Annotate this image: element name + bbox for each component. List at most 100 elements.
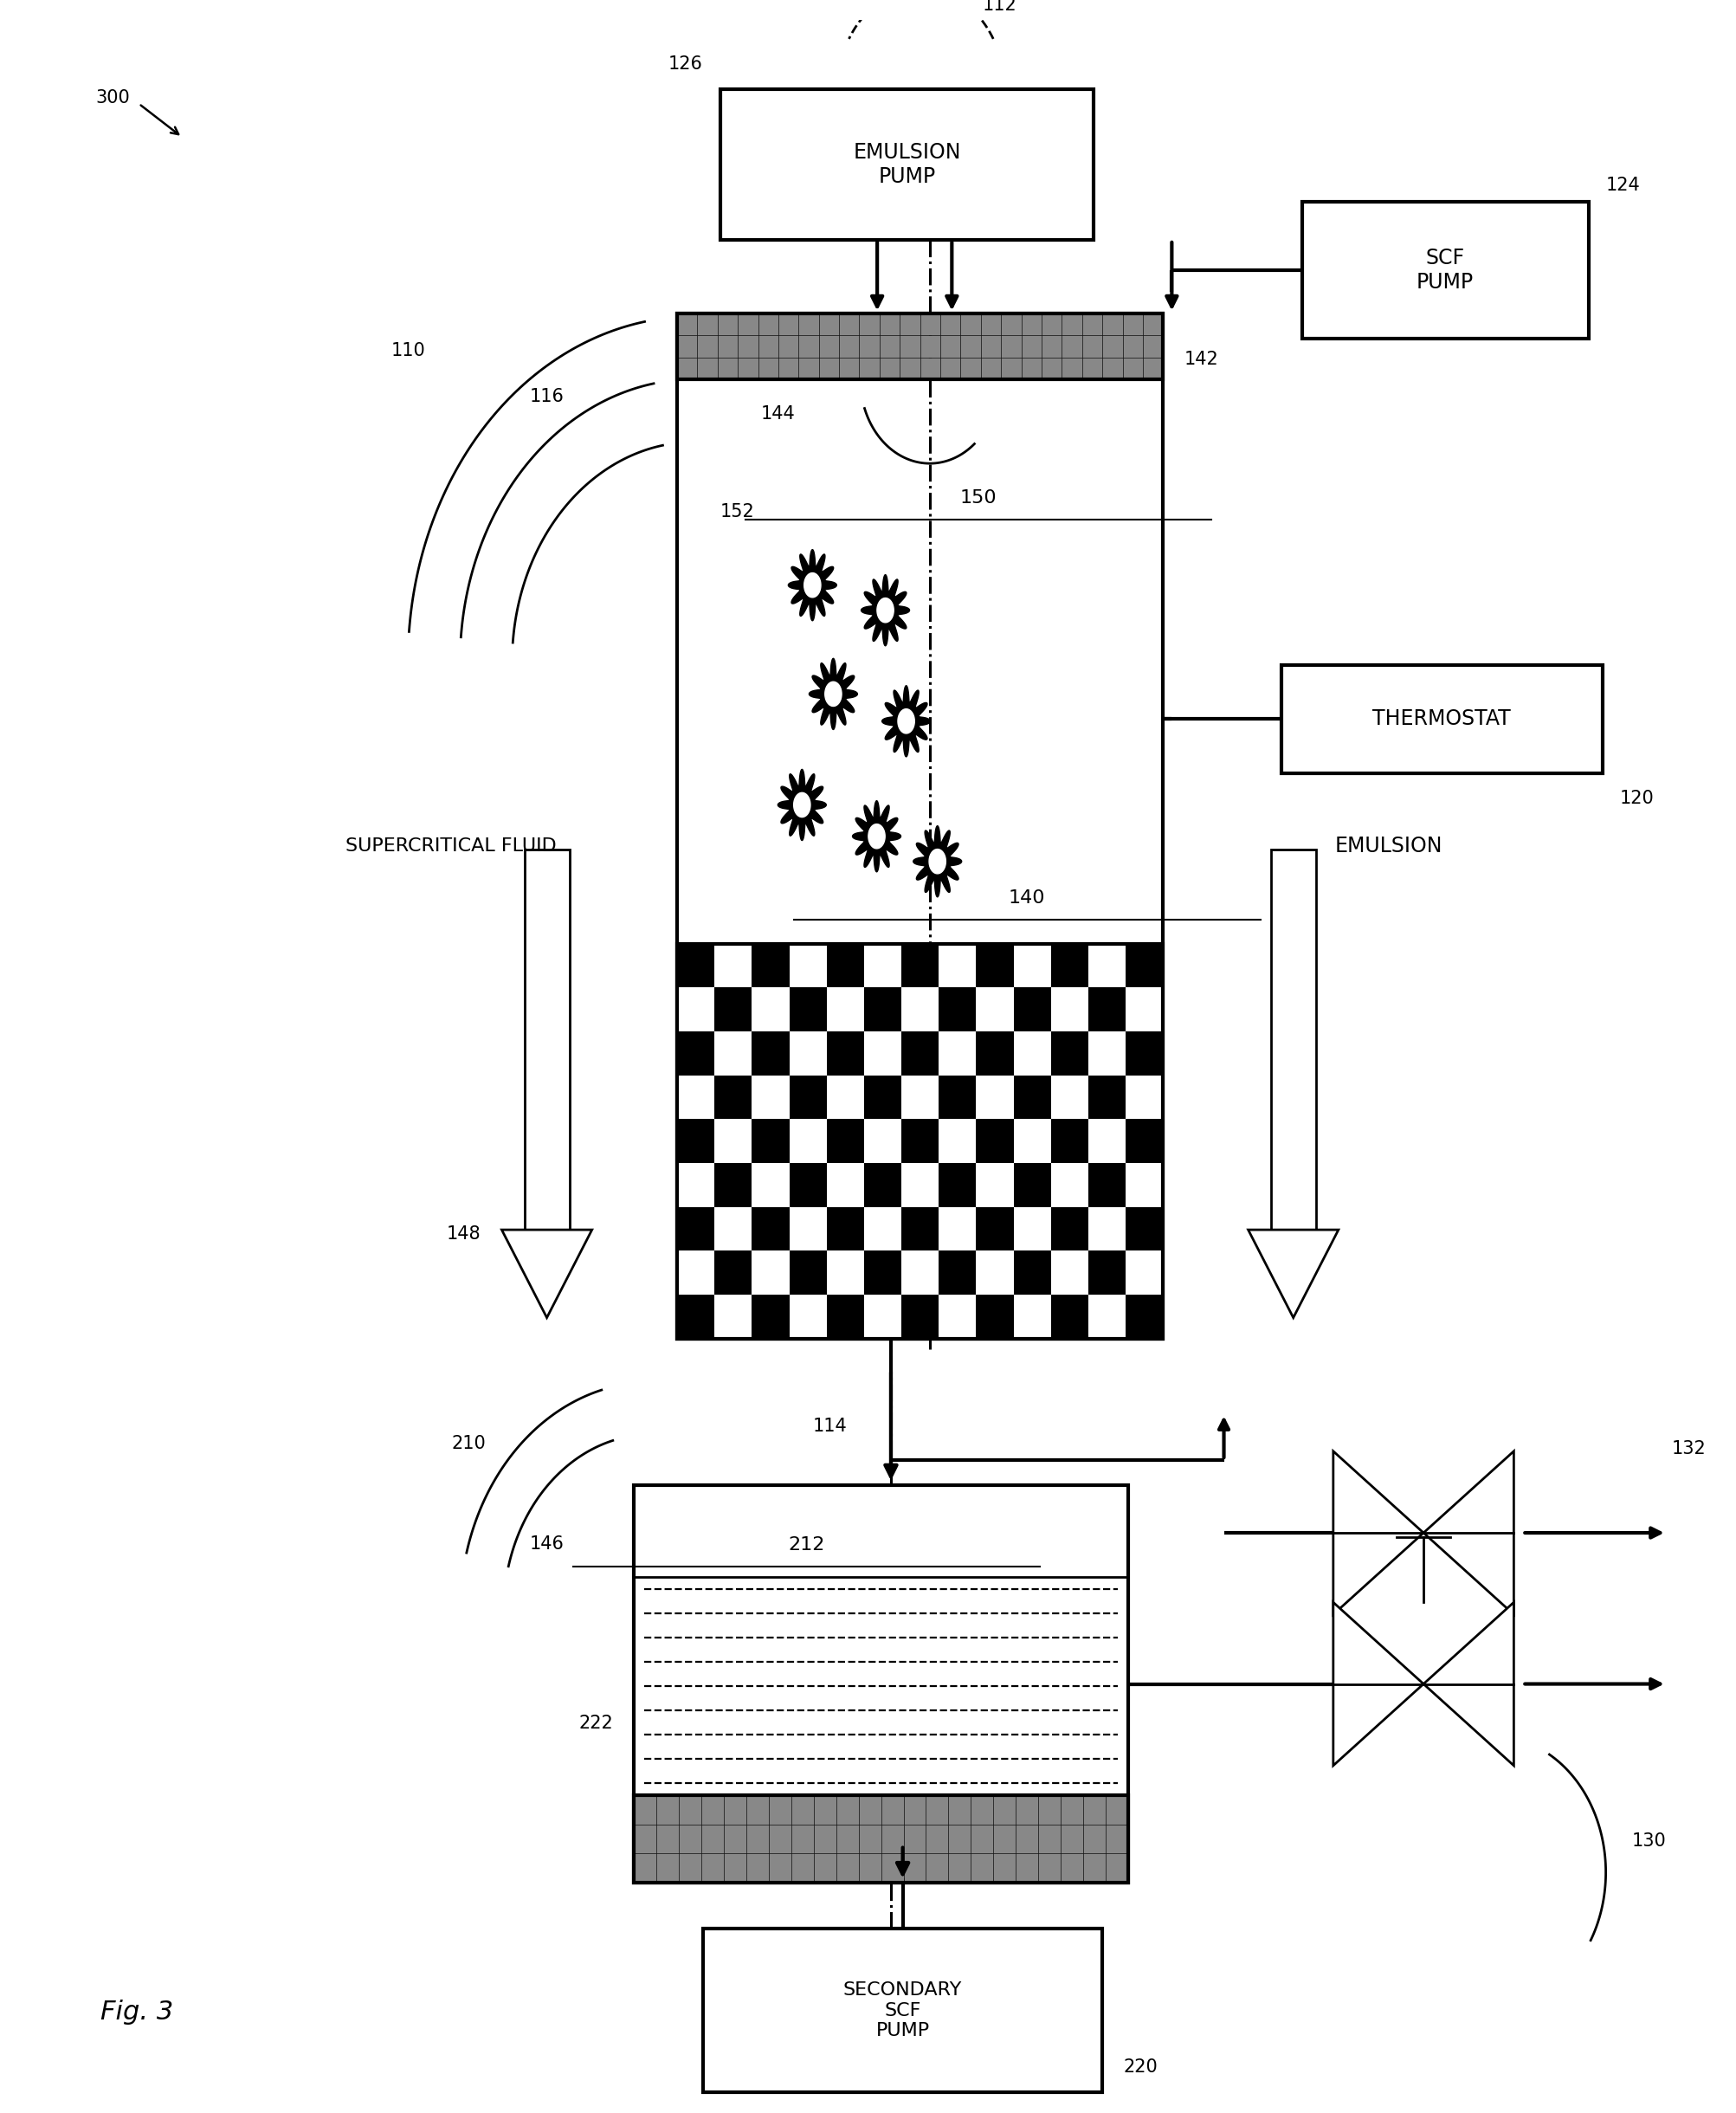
Bar: [1061, 1853, 1083, 1883]
Bar: [752, 945, 790, 987]
Bar: [1125, 1076, 1163, 1120]
Bar: [1050, 1076, 1088, 1120]
Bar: [1002, 357, 1021, 380]
Bar: [1125, 1251, 1163, 1295]
Polygon shape: [1424, 1602, 1514, 1766]
Bar: [1014, 1207, 1050, 1251]
Bar: [679, 1796, 701, 1824]
Bar: [717, 357, 738, 380]
Bar: [976, 1076, 1014, 1120]
Bar: [1106, 1853, 1128, 1883]
Bar: [981, 357, 1002, 380]
Bar: [814, 1853, 837, 1883]
Bar: [1106, 1824, 1128, 1853]
Bar: [746, 1853, 769, 1883]
Bar: [941, 313, 960, 336]
Bar: [970, 1853, 993, 1883]
Bar: [1125, 945, 1163, 987]
Bar: [1142, 313, 1163, 336]
Text: 132: 132: [1672, 1441, 1706, 1458]
Bar: [759, 313, 778, 336]
Bar: [752, 1120, 790, 1162]
Bar: [1014, 1076, 1050, 1120]
Bar: [738, 313, 759, 336]
Bar: [837, 1853, 859, 1883]
Bar: [976, 1295, 1014, 1340]
Bar: [1014, 1120, 1050, 1162]
Bar: [1082, 357, 1102, 380]
Bar: [941, 357, 960, 380]
Bar: [970, 1796, 993, 1824]
Bar: [865, 1076, 901, 1120]
Bar: [865, 945, 901, 987]
Bar: [790, 1207, 826, 1251]
Bar: [976, 945, 1014, 987]
Bar: [752, 1251, 790, 1295]
Bar: [1082, 336, 1102, 357]
Bar: [1050, 1295, 1088, 1340]
Text: 152: 152: [720, 503, 755, 520]
Bar: [679, 1853, 701, 1883]
Bar: [656, 1824, 679, 1853]
Bar: [677, 1076, 715, 1120]
Bar: [1050, 987, 1088, 1031]
Polygon shape: [877, 598, 894, 623]
Bar: [1142, 357, 1163, 380]
Bar: [1016, 1824, 1038, 1853]
Bar: [677, 1162, 715, 1207]
Bar: [837, 1824, 859, 1853]
Bar: [752, 1076, 790, 1120]
Bar: [1302, 203, 1588, 338]
Bar: [790, 1120, 826, 1162]
Polygon shape: [1248, 1230, 1338, 1319]
Bar: [634, 1796, 1128, 1883]
Bar: [1142, 336, 1163, 357]
Bar: [634, 1576, 1128, 1796]
Bar: [939, 1162, 976, 1207]
Text: 110: 110: [391, 342, 425, 359]
Bar: [819, 313, 838, 336]
Bar: [1014, 1162, 1050, 1207]
Text: 144: 144: [760, 406, 795, 423]
Bar: [1125, 1207, 1163, 1251]
Polygon shape: [882, 685, 930, 756]
Bar: [724, 1824, 746, 1853]
Bar: [838, 336, 859, 357]
Bar: [738, 357, 759, 380]
Bar: [814, 1796, 837, 1824]
Bar: [901, 1251, 939, 1295]
Bar: [1125, 1120, 1163, 1162]
Bar: [826, 1031, 865, 1076]
Bar: [826, 1162, 865, 1207]
Bar: [901, 1031, 939, 1076]
Text: 222: 222: [578, 1716, 613, 1733]
Bar: [1014, 1031, 1050, 1076]
Bar: [960, 336, 981, 357]
Bar: [920, 336, 941, 357]
Bar: [948, 1796, 970, 1824]
Bar: [880, 313, 899, 336]
Bar: [717, 336, 738, 357]
Bar: [1088, 987, 1125, 1031]
Polygon shape: [502, 1230, 592, 1319]
Bar: [790, 1162, 826, 1207]
Text: 146: 146: [529, 1534, 564, 1553]
Text: SUPERCRITICAL FLUID: SUPERCRITICAL FLUID: [345, 837, 557, 856]
Bar: [903, 1796, 925, 1824]
Text: EMULSION
PUMP: EMULSION PUMP: [852, 142, 962, 186]
Bar: [859, 1824, 880, 1853]
Bar: [837, 1796, 859, 1824]
Bar: [698, 336, 717, 357]
Bar: [790, 1031, 826, 1076]
Text: 142: 142: [1184, 351, 1219, 368]
Bar: [1050, 945, 1088, 987]
Bar: [826, 987, 865, 1031]
Bar: [826, 945, 865, 987]
Bar: [939, 1295, 976, 1340]
Bar: [1083, 1853, 1106, 1883]
Bar: [1123, 336, 1142, 357]
Bar: [715, 1076, 752, 1120]
Bar: [865, 1295, 901, 1340]
Polygon shape: [809, 659, 858, 729]
Bar: [1050, 1120, 1088, 1162]
